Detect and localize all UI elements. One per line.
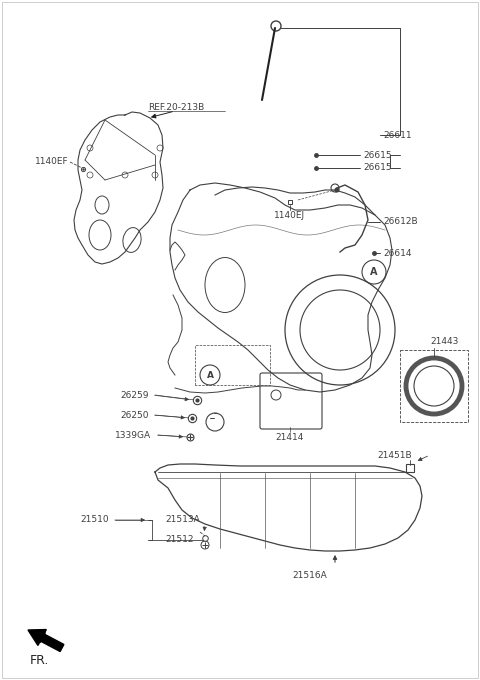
Text: REF.20-213B: REF.20-213B xyxy=(148,103,204,112)
Text: 21451B: 21451B xyxy=(378,450,412,460)
Text: 21513A: 21513A xyxy=(165,515,200,524)
Text: 26615: 26615 xyxy=(363,150,392,160)
Text: 21516A: 21516A xyxy=(293,571,327,579)
Bar xyxy=(400,350,468,422)
Text: 21510: 21510 xyxy=(80,515,108,524)
Text: 26615: 26615 xyxy=(363,163,392,173)
Text: 26611: 26611 xyxy=(383,131,412,139)
Text: FR.: FR. xyxy=(30,653,49,666)
Text: 21414: 21414 xyxy=(276,432,304,441)
Circle shape xyxy=(335,188,339,192)
Text: 26612B: 26612B xyxy=(383,218,418,226)
FancyArrow shape xyxy=(28,630,64,651)
Text: 26614: 26614 xyxy=(383,248,411,258)
Text: A: A xyxy=(370,267,378,277)
Text: 1140EF: 1140EF xyxy=(35,158,69,167)
Text: A: A xyxy=(206,371,214,379)
Text: 21443: 21443 xyxy=(430,337,458,347)
Text: 21512: 21512 xyxy=(165,536,193,545)
Text: 26250: 26250 xyxy=(120,411,148,420)
Text: 1339GA: 1339GA xyxy=(115,430,151,439)
Text: 26259: 26259 xyxy=(120,390,148,400)
Text: 1140EJ: 1140EJ xyxy=(275,211,306,220)
